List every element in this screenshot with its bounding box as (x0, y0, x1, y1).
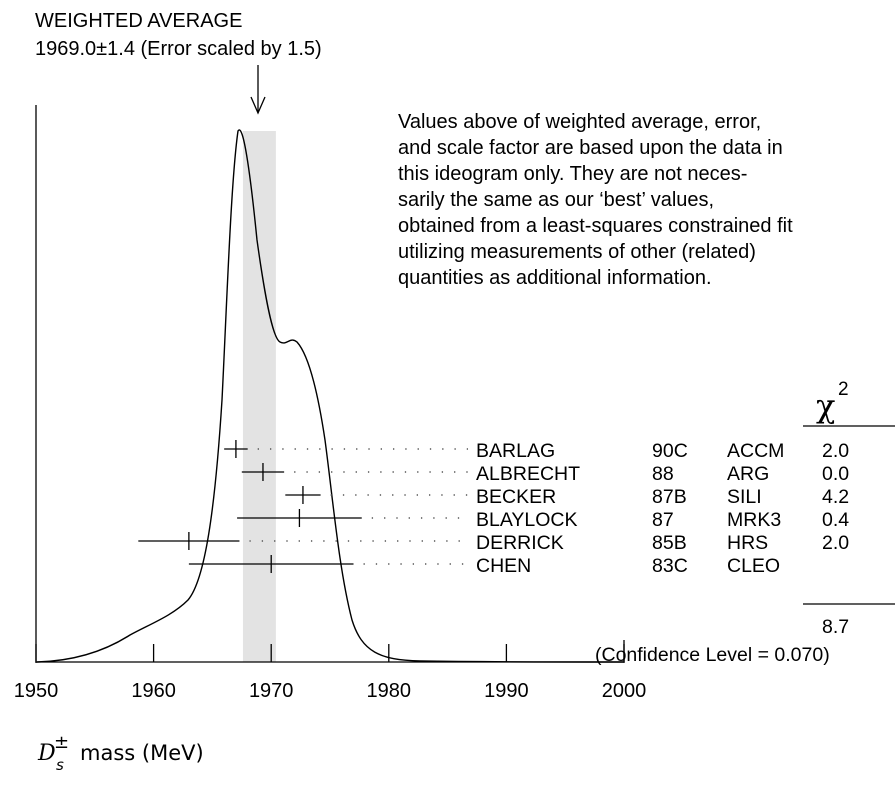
year-label: 83C (652, 555, 688, 577)
note-line: and scale factor are based upon the data… (398, 137, 783, 159)
experiment-label: ARG (727, 463, 769, 485)
chi2-value: 4.2 (822, 486, 849, 508)
note-line: sarily the same as our ‘best’ values, (398, 189, 714, 211)
x-label-text: mass (MeV) (80, 741, 204, 765)
year-label: 88 (652, 463, 674, 485)
measurement-marks: BARLAG 90C ACCM 2.0 ALBRECHT 88 ARG 0.0 BECKER 87… (138, 440, 849, 577)
chart-title: WEIGHTED AVERAGE (35, 10, 242, 32)
experiment-label: HRS (727, 532, 768, 554)
note-line: Values above of weighted average, error, (398, 111, 761, 133)
x-tick-label: 1990 (484, 680, 529, 702)
average-arrow-head-icon (250, 96, 266, 115)
chi2-symbol: χ (816, 387, 835, 425)
x-axis-ticks: 1950 1960 1970 1980 1990 2000 (14, 644, 647, 702)
author-label: DERRICK (476, 532, 564, 554)
author-label: CHEN (476, 555, 531, 577)
chi2-header: χ 2 (803, 379, 895, 427)
x-label-superscript: ± (54, 732, 69, 753)
x-tick-label: 1980 (367, 680, 412, 702)
year-label: 87B (652, 486, 687, 508)
note-block: Values above of weighted average, error,… (398, 111, 793, 289)
x-label-subscript: s (56, 756, 64, 774)
x-axis-label: D ± s mass (MeV) (37, 732, 204, 774)
note-line: this ideogram only. They are not neces- (398, 163, 747, 185)
chi2-value: 2.0 (822, 440, 849, 462)
chi2-total: 8.7 (822, 616, 849, 638)
note-line: obtained from a least-squares constraine… (398, 215, 793, 237)
experiment-label: CLEO (727, 555, 780, 577)
note-line: quantities as additional information. (398, 267, 712, 289)
x-label-symbol: D (37, 741, 56, 766)
author-label: BLAYLOCK (476, 509, 578, 531)
year-label: 90C (652, 440, 688, 462)
author-label: BARLAG (476, 440, 555, 462)
chi2-superscript: 2 (838, 379, 849, 400)
confidence-level: (Confidence Level = 0.070) (595, 644, 830, 666)
year-label: 85B (652, 532, 687, 554)
author-label: ALBRECHT (476, 463, 580, 485)
year-label: 87 (652, 509, 674, 531)
x-tick-label: 1950 (14, 680, 59, 702)
x-tick-label: 1960 (131, 680, 176, 702)
x-tick-label: 1970 (249, 680, 294, 702)
author-label: BECKER (476, 486, 556, 508)
x-tick-label: 2000 (602, 680, 647, 702)
ideogram-curve (36, 129, 624, 663)
experiment-label: SILI (727, 486, 762, 508)
weighted-average-band (242, 131, 276, 662)
chi2-value: 2.0 (822, 532, 849, 554)
experiment-label: ACCM (727, 440, 784, 462)
chi2-value: 0.0 (822, 463, 849, 485)
experiment-label: MRK3 (727, 509, 781, 531)
chi2-value: 0.4 (822, 509, 849, 531)
chart-subtitle: 1969.0±1.4 (Error scaled by 1.5) (35, 38, 322, 60)
note-line: utilizing measurements of other (related… (398, 241, 756, 263)
